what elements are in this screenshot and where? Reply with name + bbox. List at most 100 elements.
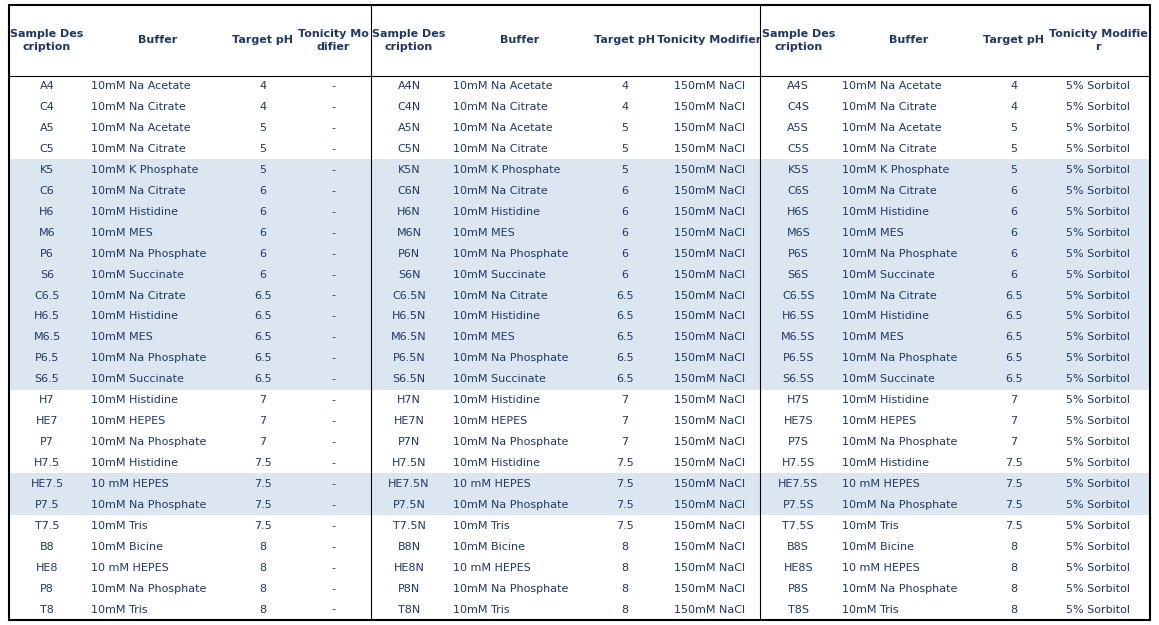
Bar <box>9 264 1150 285</box>
Text: 10mM Na Citrate: 10mM Na Citrate <box>841 291 936 301</box>
Bar <box>9 432 1150 452</box>
Text: 7.5: 7.5 <box>615 479 634 489</box>
Text: 5% Sorbitol: 5% Sorbitol <box>1066 311 1130 321</box>
Text: HE7.5S: HE7.5S <box>778 479 818 489</box>
Text: 10mM Tris: 10mM Tris <box>90 521 147 531</box>
Text: 6: 6 <box>260 249 267 259</box>
Text: 5: 5 <box>1011 144 1018 154</box>
Text: -: - <box>331 521 335 531</box>
Text: 150mM NaCl: 150mM NaCl <box>673 562 744 572</box>
Text: T8: T8 <box>41 604 54 614</box>
Text: -: - <box>331 123 335 133</box>
Text: H6.5S: H6.5S <box>781 311 815 321</box>
Text: H6: H6 <box>39 207 54 217</box>
Text: 5: 5 <box>260 123 267 133</box>
Text: 150mM NaCl: 150mM NaCl <box>673 416 744 426</box>
Text: 7.5: 7.5 <box>615 521 634 531</box>
Bar <box>9 452 1150 474</box>
Text: 10mM Na Citrate: 10mM Na Citrate <box>452 144 547 154</box>
Text: 5: 5 <box>260 144 267 154</box>
Text: 10mM Na Phosphate: 10mM Na Phosphate <box>452 584 568 594</box>
Text: 6: 6 <box>1011 228 1018 238</box>
Text: 10mM Succinate: 10mM Succinate <box>841 374 934 384</box>
Text: 10mM Histidine: 10mM Histidine <box>452 311 540 321</box>
Text: 5: 5 <box>621 144 628 154</box>
Text: C6.5S: C6.5S <box>782 291 815 301</box>
Text: T7.5N: T7.5N <box>393 521 425 531</box>
Text: 5: 5 <box>1011 165 1018 175</box>
Text: C4N: C4N <box>398 102 421 112</box>
Text: 6.5: 6.5 <box>254 291 271 301</box>
Text: T8S: T8S <box>788 604 809 614</box>
Text: M6.5S: M6.5S <box>781 332 816 342</box>
Text: 150mM NaCl: 150mM NaCl <box>673 165 744 175</box>
Text: Target pH: Target pH <box>595 36 655 46</box>
Text: 10mM Na Phosphate: 10mM Na Phosphate <box>452 437 568 447</box>
Bar <box>9 76 1150 97</box>
Text: -: - <box>331 416 335 426</box>
Text: 10mM Na Citrate: 10mM Na Citrate <box>841 186 936 196</box>
Text: C6S: C6S <box>787 186 809 196</box>
Text: 10 mM HEPES: 10 mM HEPES <box>452 562 531 572</box>
Text: C5N: C5N <box>398 144 421 154</box>
Bar <box>9 139 1150 159</box>
Text: 7.5: 7.5 <box>1005 500 1022 510</box>
Text: P6.5S: P6.5S <box>782 353 814 363</box>
Text: 7.5: 7.5 <box>254 521 271 531</box>
Text: 7: 7 <box>260 437 267 447</box>
Text: 4: 4 <box>1011 102 1018 112</box>
Text: -: - <box>331 500 335 510</box>
Text: 10mM Histidine: 10mM Histidine <box>90 311 177 321</box>
Text: HE7.5: HE7.5 <box>30 479 64 489</box>
Text: P7.5N: P7.5N <box>393 500 425 510</box>
Text: K5S: K5S <box>788 165 809 175</box>
Text: 10mM Na Acetate: 10mM Na Acetate <box>90 123 190 133</box>
Text: C5S: C5S <box>787 144 809 154</box>
Text: 10mM Histidine: 10mM Histidine <box>90 458 177 468</box>
Bar <box>9 578 1150 599</box>
Text: 5% Sorbitol: 5% Sorbitol <box>1066 81 1130 91</box>
Text: 150mM NaCl: 150mM NaCl <box>673 81 744 91</box>
Text: 10mM Tris: 10mM Tris <box>90 604 147 614</box>
Text: 8: 8 <box>621 562 628 572</box>
Text: H7N: H7N <box>398 395 421 405</box>
Text: S6N: S6N <box>398 269 421 279</box>
Text: -: - <box>331 542 335 552</box>
Text: 7: 7 <box>621 437 628 447</box>
Text: 8: 8 <box>260 604 267 614</box>
Text: 150mM NaCl: 150mM NaCl <box>673 500 744 510</box>
Text: 4: 4 <box>621 102 628 112</box>
Text: Tonicity Modifier: Tonicity Modifier <box>657 36 761 46</box>
Text: 10mM HEPES: 10mM HEPES <box>452 416 527 426</box>
Text: 5: 5 <box>1011 123 1018 133</box>
Text: 10mM MES: 10mM MES <box>452 332 515 342</box>
Text: 8: 8 <box>1011 542 1018 552</box>
Text: 150mM NaCl: 150mM NaCl <box>673 437 744 447</box>
Text: 10mM Na Acetate: 10mM Na Acetate <box>452 81 552 91</box>
Text: P7: P7 <box>41 437 54 447</box>
Text: 150mM NaCl: 150mM NaCl <box>673 102 744 112</box>
Text: 5% Sorbitol: 5% Sorbitol <box>1066 269 1130 279</box>
Text: 6: 6 <box>1011 186 1018 196</box>
Text: 5% Sorbitol: 5% Sorbitol <box>1066 542 1130 552</box>
Text: 6: 6 <box>621 186 628 196</box>
Bar <box>9 411 1150 432</box>
Bar <box>9 558 1150 578</box>
Text: 10mM Na Phosphate: 10mM Na Phosphate <box>452 249 568 259</box>
Text: 10mM Bicine: 10mM Bicine <box>841 542 913 552</box>
Text: P7N: P7N <box>398 437 420 447</box>
Bar <box>9 201 1150 222</box>
Text: 150mM NaCl: 150mM NaCl <box>673 291 744 301</box>
Text: 7.5: 7.5 <box>1005 521 1022 531</box>
Bar <box>9 181 1150 201</box>
Text: 150mM NaCl: 150mM NaCl <box>673 374 744 384</box>
Text: 5% Sorbitol: 5% Sorbitol <box>1066 437 1130 447</box>
Text: -: - <box>331 102 335 112</box>
Text: 6.5: 6.5 <box>615 353 634 363</box>
Text: 6.5: 6.5 <box>254 311 271 321</box>
Text: C4S: C4S <box>787 102 809 112</box>
Text: 10mM Na Acetate: 10mM Na Acetate <box>90 81 190 91</box>
Text: 8: 8 <box>260 562 267 572</box>
Text: 150mM NaCl: 150mM NaCl <box>673 249 744 259</box>
Text: 10mM MES: 10mM MES <box>841 332 904 342</box>
